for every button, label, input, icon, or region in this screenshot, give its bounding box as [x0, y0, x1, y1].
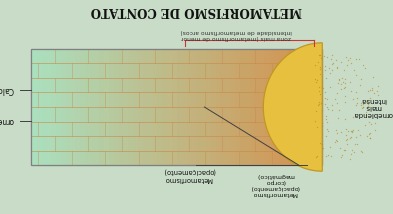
Bar	[31, 49, 322, 165]
Bar	[206, 49, 211, 165]
Text: orneblenda
mais
intensa: orneblenda mais intensa	[354, 97, 393, 117]
Bar	[46, 49, 51, 165]
Bar	[90, 49, 94, 165]
Bar	[143, 49, 148, 165]
Text: Metamorfismo
(opaciçamento)
(corpo
magmático): Metamorfismo (opaciçamento) (corpo magmá…	[250, 173, 300, 196]
Bar	[65, 49, 70, 165]
Bar	[293, 49, 298, 165]
Bar	[123, 49, 129, 165]
Bar	[158, 49, 162, 165]
Bar	[211, 49, 216, 165]
Text: Calcita: Calcita	[0, 85, 14, 94]
Text: Metamorfismo
(opaciçamento): Metamorfismo (opaciçamento)	[162, 168, 215, 182]
Bar	[162, 49, 167, 165]
Bar	[94, 49, 99, 165]
Bar	[31, 49, 322, 165]
Bar	[148, 49, 152, 165]
Bar	[114, 49, 119, 165]
Bar	[303, 49, 308, 165]
Bar	[288, 49, 293, 165]
Bar	[269, 49, 274, 165]
Text: orneblenda: orneblenda	[0, 116, 14, 125]
Bar	[51, 49, 56, 165]
Bar	[177, 49, 182, 165]
Bar	[230, 49, 235, 165]
Bar	[99, 49, 104, 165]
Bar	[283, 49, 288, 165]
Bar	[36, 49, 41, 165]
Bar	[152, 49, 158, 165]
Bar	[129, 49, 133, 165]
Bar	[104, 49, 109, 165]
Bar	[119, 49, 123, 165]
Bar	[182, 49, 187, 165]
Bar	[187, 49, 191, 165]
Bar	[250, 49, 254, 165]
Bar	[308, 49, 312, 165]
Bar	[240, 49, 245, 165]
Bar	[259, 49, 264, 165]
Bar	[201, 49, 206, 165]
Bar	[85, 49, 90, 165]
Bar	[298, 49, 303, 165]
Bar	[56, 49, 61, 165]
Bar	[167, 49, 172, 165]
Bar	[279, 49, 283, 165]
Bar	[191, 49, 196, 165]
Bar	[41, 49, 46, 165]
Bar	[70, 49, 75, 165]
Bar	[245, 49, 250, 165]
Bar	[235, 49, 240, 165]
Bar	[264, 49, 269, 165]
Bar	[312, 49, 318, 165]
Bar	[225, 49, 230, 165]
Polygon shape	[263, 43, 322, 171]
Bar	[220, 49, 225, 165]
Bar	[196, 49, 201, 165]
Bar	[274, 49, 279, 165]
Bar	[133, 49, 138, 165]
Bar	[80, 49, 85, 165]
Bar	[31, 49, 36, 165]
Bar	[216, 49, 220, 165]
Bar	[138, 49, 143, 165]
Bar	[172, 49, 177, 165]
Text: zona mais (metamorfismo de menor
intensidade de metamorfismo arcos): zona mais (metamorfismo de menor intensi…	[180, 29, 292, 40]
Text: METAMORFISMO DE CONTATO: METAMORFISMO DE CONTATO	[91, 4, 302, 17]
Bar	[61, 49, 65, 165]
Bar	[254, 49, 259, 165]
Bar	[318, 49, 322, 165]
Bar	[75, 49, 80, 165]
Bar	[109, 49, 114, 165]
